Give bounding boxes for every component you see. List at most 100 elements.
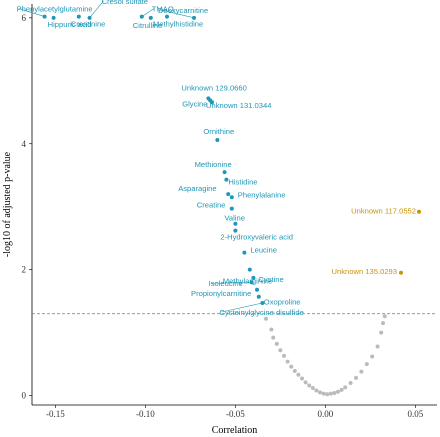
x-tick-label: 0.00 bbox=[318, 409, 334, 419]
label-leader-line bbox=[18, 8, 45, 17]
point-label: Propionylcarnitine bbox=[191, 289, 251, 298]
point-label: Citrulline bbox=[133, 21, 163, 30]
y-axis-title: -log10 of adjusted p-value bbox=[2, 151, 13, 257]
point-label: Glycine bbox=[182, 99, 207, 108]
significant-point bbox=[417, 209, 421, 214]
x-tick-label: -0.15 bbox=[46, 409, 65, 419]
significant-point bbox=[247, 267, 252, 272]
point-label: Phenylacetylglutamine bbox=[17, 5, 93, 14]
significant-point bbox=[229, 195, 234, 200]
significant-point bbox=[210, 100, 214, 105]
point-label: Methylarginine bbox=[223, 277, 272, 286]
label-leaders bbox=[18, 0, 263, 313]
nonsignificant-point bbox=[278, 348, 283, 353]
point-label: Cysteinylglycine disulfide bbox=[219, 308, 303, 317]
significant-point bbox=[249, 280, 254, 285]
point-label: Methionine bbox=[195, 160, 232, 169]
nonsignificant-point bbox=[359, 369, 364, 374]
x-axis-title: Correlation bbox=[212, 425, 258, 436]
point-label: Valine bbox=[224, 214, 245, 223]
y-tick-label: 6 bbox=[22, 13, 27, 23]
axes: -0.15 -0.10 -0.05 0.00 0.05 0 2 4 6 bbox=[22, 4, 437, 419]
point-label: Cresol sulfate bbox=[102, 0, 148, 6]
significant-point bbox=[256, 294, 261, 299]
point-label: Oxoproline bbox=[264, 298, 301, 307]
nonsignificant-point bbox=[285, 359, 290, 364]
significant-point bbox=[51, 15, 56, 20]
significant-point bbox=[76, 14, 81, 19]
point-label: Asparagine bbox=[178, 184, 216, 193]
point-label: TMAO bbox=[152, 5, 174, 14]
significant-point bbox=[233, 221, 238, 226]
nonsignificant-point bbox=[381, 321, 385, 326]
significant-point bbox=[255, 287, 259, 292]
significant-point bbox=[165, 14, 169, 19]
label-leader-line bbox=[159, 9, 195, 19]
y-tick-label: 0 bbox=[22, 391, 27, 401]
significant-point bbox=[192, 15, 196, 20]
label-leader-line bbox=[89, 0, 104, 19]
nonsignificant-point bbox=[364, 362, 369, 367]
nonsignificant-point bbox=[343, 385, 348, 390]
significant-points bbox=[42, 14, 421, 306]
significant-point bbox=[233, 228, 238, 233]
nonsignificant-point bbox=[307, 383, 312, 388]
point-label: 2-Hydroxyvaleric acid bbox=[220, 233, 293, 242]
y-tick-label: 4 bbox=[22, 139, 27, 149]
nonsignificant-point bbox=[292, 369, 297, 374]
nonsignificant-point bbox=[289, 364, 294, 369]
significant-point bbox=[224, 177, 229, 182]
nonsignificant-point bbox=[318, 390, 322, 395]
significant-point bbox=[139, 14, 144, 19]
nonsignificant-points bbox=[264, 314, 387, 397]
nonsignificant-point bbox=[328, 391, 333, 396]
nonsignificant-point bbox=[370, 354, 375, 359]
nonsignificant-point bbox=[300, 376, 304, 381]
point-label: Deoxycarnitine bbox=[158, 6, 208, 15]
nonsignificant-point bbox=[339, 387, 344, 392]
nonsignificant-point bbox=[321, 391, 326, 396]
label-leader-line bbox=[141, 8, 154, 17]
point-label: Phenylalanine bbox=[238, 190, 286, 199]
significant-point bbox=[251, 275, 256, 280]
nonsignificant-point bbox=[314, 388, 319, 393]
significant-point bbox=[215, 137, 220, 142]
point-label: Unknown 135.0293 bbox=[332, 267, 397, 276]
x-tick-label: -0.10 bbox=[136, 409, 155, 419]
point-label: Cystine bbox=[258, 275, 283, 284]
nonsignificant-point bbox=[354, 375, 358, 380]
significant-point bbox=[260, 301, 265, 306]
nonsignificant-point bbox=[382, 314, 387, 319]
nonsignificant-point bbox=[282, 353, 286, 358]
nonsignificant-point bbox=[310, 386, 315, 391]
point-label: Creatine bbox=[197, 201, 226, 210]
point-label: Creatinine bbox=[71, 20, 106, 29]
nonsignificant-point bbox=[274, 341, 279, 346]
point-label: Isoleucine bbox=[209, 279, 243, 288]
x-tick-label: -0.05 bbox=[226, 409, 245, 419]
significant-point bbox=[226, 192, 231, 197]
point-label: Ornithine bbox=[203, 127, 234, 136]
nonsignificant-point bbox=[348, 380, 353, 385]
nonsignificant-point bbox=[269, 327, 274, 332]
label-leader-line bbox=[221, 302, 263, 313]
point-label: Unknown 131.0344 bbox=[206, 101, 271, 110]
nonsignificant-point bbox=[264, 316, 268, 321]
nonsignificant-point bbox=[336, 389, 340, 394]
point-label: Unknown 117.0552 bbox=[351, 207, 416, 216]
nonsignificant-point bbox=[332, 391, 337, 396]
x-tick-label: 0.05 bbox=[408, 409, 424, 419]
point-label: Leucine bbox=[250, 246, 277, 255]
label-leader-line bbox=[210, 281, 252, 284]
significant-point bbox=[242, 250, 247, 255]
point-label: Methylhistidine bbox=[153, 20, 203, 29]
nonsignificant-point bbox=[375, 344, 380, 349]
point-label: Hippuric acid bbox=[48, 20, 92, 29]
nonsignificant-point bbox=[296, 372, 301, 377]
nonsignificant-point bbox=[303, 380, 308, 385]
nonsignificant-point bbox=[325, 392, 330, 397]
significant-point bbox=[87, 15, 92, 20]
significant-point bbox=[399, 270, 403, 275]
y-tick-label: 2 bbox=[22, 265, 27, 275]
